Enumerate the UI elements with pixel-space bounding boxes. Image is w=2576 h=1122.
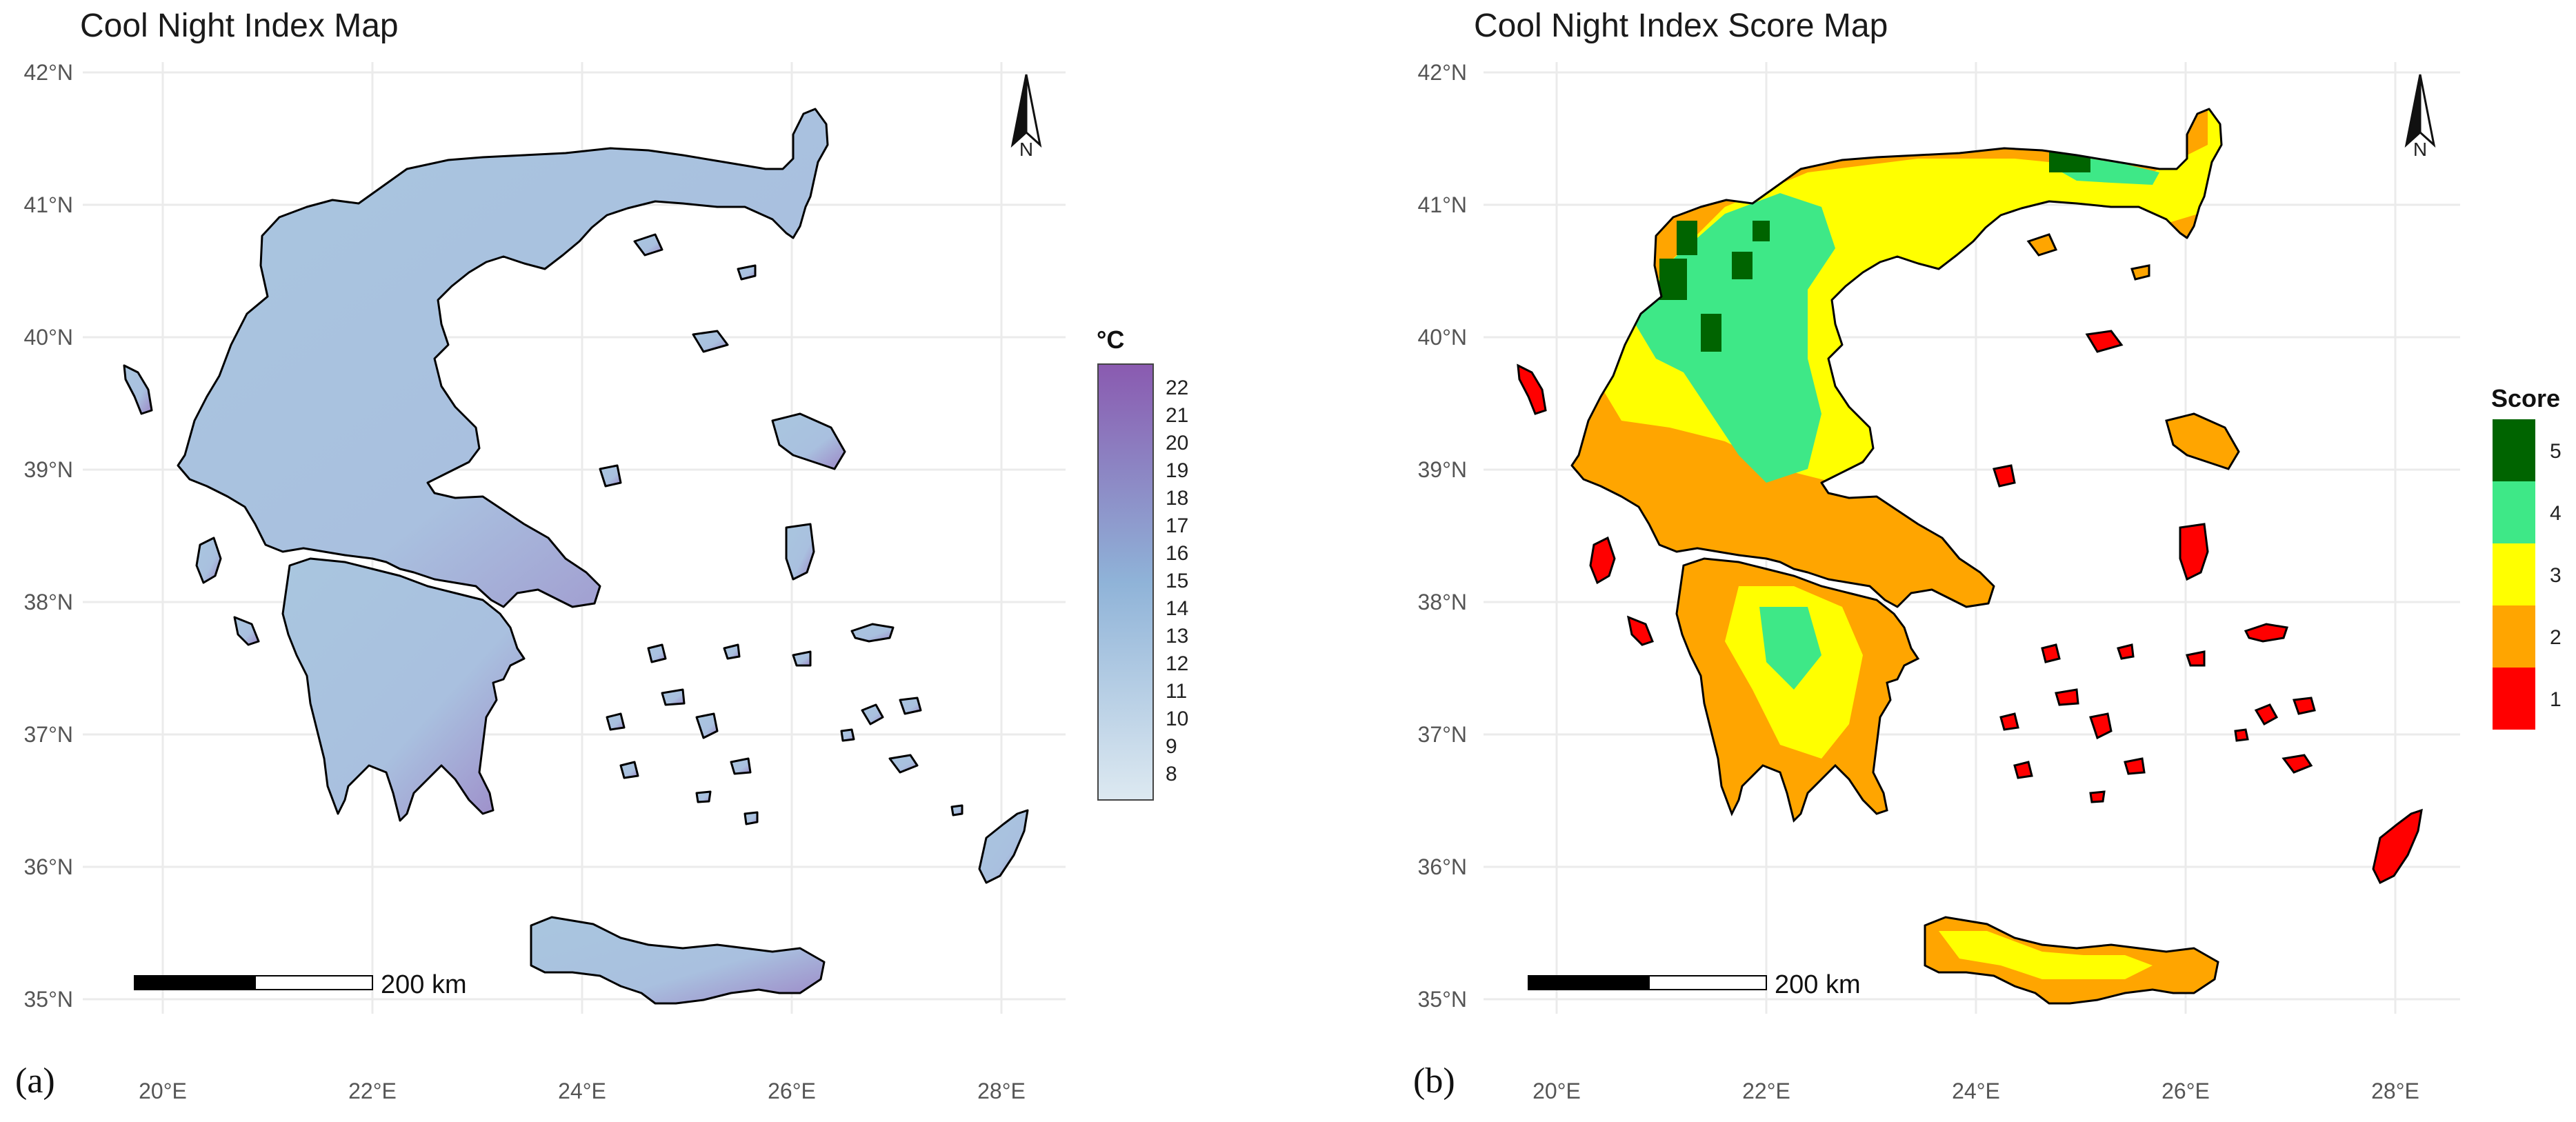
north-label: N: [1019, 139, 1033, 160]
lat-label: 41°N: [1418, 192, 1468, 217]
lon-label: 22°E: [1742, 1079, 1790, 1103]
legend-tick: 17: [1166, 514, 1188, 537]
legend-swatch-2: [2493, 605, 2535, 668]
legend-tick: 21: [1166, 404, 1188, 427]
lat-label: 37°N: [24, 722, 74, 747]
legend-tick: 8: [1166, 763, 1177, 785]
lat-label: 39°N: [1418, 457, 1468, 482]
panel-label: (b): [1413, 1061, 1455, 1101]
lat-label: 38°N: [24, 590, 74, 614]
lon-label: 20°E: [1532, 1079, 1581, 1103]
map-svg-a: 42°N 41°N 40°N 39°N 38°N 37°N 36°N 35°N …: [24, 60, 1189, 1103]
north-arrow-icon: N: [2404, 74, 2436, 160]
legend-title: °C: [1097, 325, 1124, 354]
lat-labels: 42°N 41°N 40°N 39°N 38°N 37°N 36°N 35°N: [1418, 60, 1468, 1012]
lat-label: 38°N: [1418, 590, 1468, 614]
lat-label: 36°N: [1418, 854, 1468, 879]
map-svg-b: 42°N 41°N 40°N 39°N 38°N 37°N 36°N 35°N …: [1418, 60, 2562, 1103]
panel-title: Cool Night Index Map: [80, 8, 399, 44]
lon-label: 28°E: [2371, 1079, 2419, 1103]
legend-tick: 14: [1166, 597, 1188, 620]
lon-label: 26°E: [768, 1079, 816, 1103]
legend-tick: 18: [1166, 487, 1188, 510]
legend-tick: 13: [1166, 625, 1188, 648]
lon-label: 24°E: [558, 1079, 606, 1103]
lon-label: 22°E: [348, 1079, 397, 1103]
legend-tick: 2: [2550, 626, 2562, 649]
lon-labels: 20°E 22°E 24°E 26°E 28°E: [139, 1079, 1026, 1103]
lat-labels: 42°N 41°N 40°N 39°N 38°N 37°N 36°N 35°N: [24, 60, 74, 1012]
legend-tick: 10: [1166, 708, 1188, 730]
north-label: N: [2413, 139, 2427, 160]
scale-bar: 200 km: [1528, 970, 1861, 999]
legend-tick: 11: [1166, 680, 1187, 703]
lat-label: 42°N: [1418, 60, 1468, 85]
scale-bar: 200 km: [134, 970, 467, 999]
lat-label: 37°N: [1418, 722, 1468, 747]
lat-label: 42°N: [24, 60, 74, 85]
lat-label: 40°N: [1418, 325, 1468, 350]
lon-label: 28°E: [977, 1079, 1026, 1103]
north-arrow-icon: N: [1010, 74, 1042, 160]
lat-label: 41°N: [24, 192, 74, 217]
panel-a: Cool Night Index Map (a): [15, 8, 1189, 1103]
legend-tick: 1: [2550, 688, 2562, 711]
lat-label: 39°N: [24, 457, 74, 482]
legend-tick: 3: [2550, 564, 2562, 587]
lat-label: 36°N: [24, 854, 74, 879]
legend-swatch-5: [2493, 419, 2535, 481]
greece-score-map: [1517, 108, 2423, 1005]
legend-ticks: 22 21 20 19 18 17 16 15 14 13 12 11 10 9…: [1166, 377, 1188, 785]
legend-tick: 12: [1166, 652, 1188, 675]
legend-title: Score: [2491, 384, 2560, 412]
lat-label: 40°N: [24, 325, 74, 350]
legend-tick: 4: [2550, 502, 2562, 525]
legend-colorbar: °C 22 21 20 19 18 17 16 15 14 13 12 11 1…: [1097, 325, 1188, 801]
legend-swatch-4: [2493, 481, 2535, 543]
greece-landmass: [123, 108, 1029, 1005]
lat-label: 35°N: [1418, 987, 1468, 1012]
panel-label: (a): [15, 1061, 55, 1101]
legend-tick: 5: [2550, 440, 2562, 463]
legend-tick: 20: [1166, 432, 1188, 454]
lon-labels: 20°E 22°E 24°E 26°E 28°E: [1532, 1079, 2419, 1103]
lon-label: 20°E: [139, 1079, 187, 1103]
legend-tick: 22: [1166, 377, 1188, 399]
legend-tick: 19: [1166, 459, 1188, 482]
scale-label: 200 km: [381, 970, 467, 999]
lon-label: 26°E: [2161, 1079, 2210, 1103]
legend-tick: 15: [1166, 570, 1188, 592]
legend-tick: 16: [1166, 542, 1188, 565]
panel-b: Cool Night Index Score Map (b) 42°N 41°N…: [1288, 0, 2575, 1122]
legend-swatch-3: [2493, 543, 2535, 605]
legend-swatch-1: [2493, 668, 2535, 730]
legend-score: Score 5 4 3 2 1: [2491, 384, 2562, 730]
legend-tick: 9: [1166, 735, 1177, 758]
lon-label: 24°E: [1952, 1079, 2000, 1103]
panel-title: Cool Night Index Score Map: [1474, 8, 1888, 44]
scale-label: 200 km: [1775, 970, 1861, 999]
lat-label: 35°N: [24, 987, 74, 1012]
